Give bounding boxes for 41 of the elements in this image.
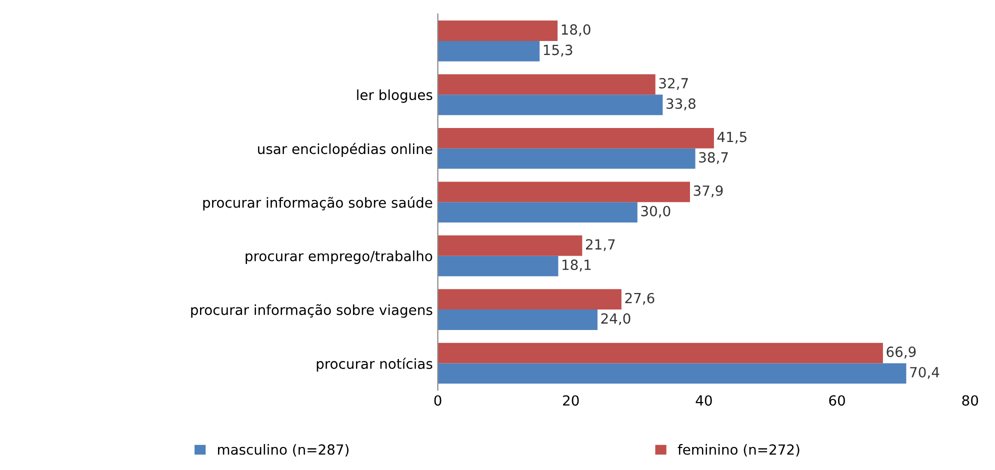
bar — [438, 40, 540, 62]
bar — [438, 363, 906, 384]
bar — [438, 148, 696, 169]
x-tick-label: 80 — [962, 395, 978, 406]
data-label: 38,7 — [699, 152, 728, 164]
data-label: 70,4 — [910, 366, 940, 379]
x-tick-label: 0 — [434, 395, 442, 406]
data-label: 24,0 — [601, 313, 630, 326]
y-tick-label: procurar informação sobre saúde — [203, 196, 432, 211]
bar — [438, 128, 714, 148]
y-tick-label: procurar notícias — [316, 358, 432, 372]
legend-label: masculino (n=287) — [218, 444, 349, 456]
bar — [438, 235, 582, 256]
bar — [438, 289, 622, 310]
data-label: 32,7 — [659, 78, 688, 90]
x-tick-label: 20 — [563, 395, 579, 406]
bar — [438, 74, 656, 95]
bar — [438, 310, 598, 330]
x-tick-label: 40 — [696, 395, 712, 406]
y-tick-label: procurar informação sobre viagens — [191, 304, 432, 318]
bar — [438, 342, 883, 364]
data-label: 18,0 — [562, 24, 590, 36]
y-tick-label: usar enciclopédias online — [258, 142, 432, 157]
data-label: 27,6 — [625, 292, 654, 305]
data-label: 21,7 — [586, 239, 615, 252]
bar — [438, 94, 663, 116]
data-label: 33,8 — [666, 98, 696, 110]
data-label: 41,5 — [717, 132, 746, 144]
data-label: 18,1 — [562, 260, 591, 272]
bar — [438, 20, 558, 41]
y-tick-label: procurar emprego/trabalho — [246, 250, 432, 264]
y-tick-label: ler blogues — [357, 89, 432, 103]
bar — [438, 202, 638, 223]
x-tick-label: 60 — [829, 395, 845, 406]
data-label: 30,0 — [641, 206, 670, 218]
bar — [438, 256, 558, 276]
data-label: 15,3 — [544, 44, 572, 57]
data-label: 66,9 — [886, 346, 916, 358]
legend-label: feminino (n=272) — [678, 444, 800, 456]
bar — [438, 182, 690, 202]
data-label: 37,9 — [694, 185, 723, 198]
